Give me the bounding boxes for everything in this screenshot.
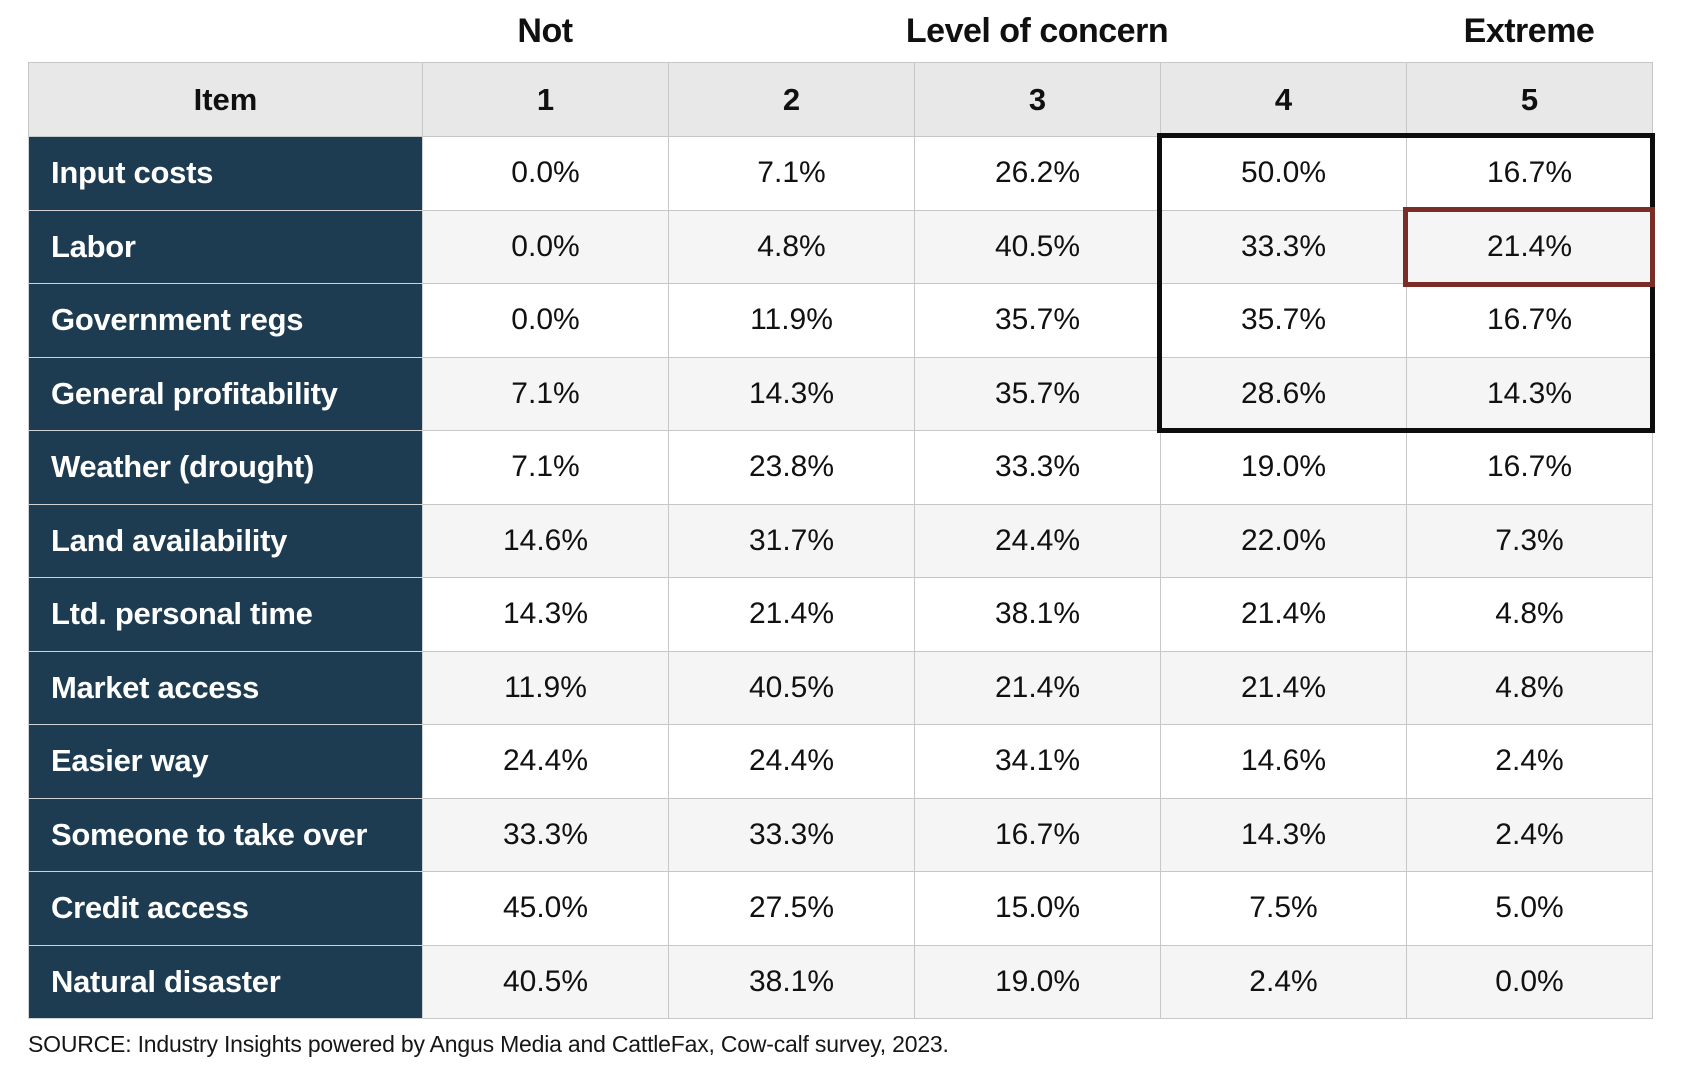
value-cell: 40.5% xyxy=(914,209,1161,284)
item-label: Ltd. personal time xyxy=(28,577,423,652)
column-header-2: 2 xyxy=(668,62,915,137)
value-cell: 34.1% xyxy=(914,724,1161,799)
value-cell: 2.4% xyxy=(1406,724,1653,799)
item-label: Credit access xyxy=(28,871,423,946)
value-cell: 0.0% xyxy=(422,136,669,211)
value-cell: 38.1% xyxy=(914,577,1161,652)
item-label: Natural disaster xyxy=(28,944,423,1019)
item-label: Land availability xyxy=(28,503,423,578)
column-header-4: 4 xyxy=(1160,62,1407,137)
item-label: Someone to take over xyxy=(28,797,423,872)
item-label: General profitability xyxy=(28,356,423,431)
value-cell: 40.5% xyxy=(668,650,915,725)
value-cell: 11.9% xyxy=(668,283,915,358)
item-label: Market access xyxy=(28,650,423,725)
table-row: Land availability 14.6% 31.7% 24.4% 22.0% 7.3… xyxy=(28,503,1653,578)
value-cell: 14.3% xyxy=(1406,356,1653,431)
table-row: Credit access 45.0% 27.5% 15.0% 7.5% 5.0% xyxy=(28,871,1653,946)
concern-table: Item 1 2 3 4 5 Input costs 0.0% 7.1% 26.2% 5… xyxy=(28,62,1653,1019)
value-cell: 33.3% xyxy=(1160,209,1407,284)
item-label: Government regs xyxy=(28,283,423,358)
table-row: Market access 11.9% 40.5% 21.4% 21.4% 4.8% xyxy=(28,650,1653,725)
value-cell: 22.0% xyxy=(1160,503,1407,578)
item-label: Weather (drought) xyxy=(28,430,423,505)
value-cell: 24.4% xyxy=(914,503,1161,578)
value-cell: 16.7% xyxy=(1406,430,1653,505)
value-cell: 26.2% xyxy=(914,136,1161,211)
value-cell: 21.4% xyxy=(1406,209,1653,284)
value-cell: 21.4% xyxy=(914,650,1161,725)
value-cell: 7.1% xyxy=(668,136,915,211)
value-cell: 24.4% xyxy=(668,724,915,799)
table-row: General profitability 7.1% 14.3% 35.7% 28.6%… xyxy=(28,356,1653,431)
scale-label-level-of-concern: Level of concern xyxy=(905,11,1169,50)
value-cell: 16.7% xyxy=(914,797,1161,872)
value-cell: 14.6% xyxy=(1160,724,1407,799)
table-row: Government regs 0.0% 11.9% 35.7% 35.7% 16.7% xyxy=(28,283,1653,358)
column-header-1: 1 xyxy=(422,62,669,137)
value-cell: 7.1% xyxy=(422,356,669,431)
value-cell: 21.4% xyxy=(1160,650,1407,725)
item-label: Easier way xyxy=(28,724,423,799)
value-cell: 0.0% xyxy=(1406,944,1653,1019)
value-cell: 23.8% xyxy=(668,430,915,505)
value-cell: 4.8% xyxy=(1406,577,1653,652)
value-cell: 14.6% xyxy=(422,503,669,578)
value-cell: 21.4% xyxy=(1160,577,1407,652)
value-cell: 24.4% xyxy=(422,724,669,799)
source-note: SOURCE: Industry Insights powered by Ang… xyxy=(28,1031,949,1057)
value-cell: 50.0% xyxy=(1160,136,1407,211)
table-row: Someone to take over 33.3% 33.3% 16.7% 14.3%… xyxy=(28,797,1653,872)
table-row: Weather (drought) 7.1% 23.8% 33.3% 19.0% 16.7… xyxy=(28,430,1653,505)
value-cell: 2.4% xyxy=(1160,944,1407,1019)
value-cell: 2.4% xyxy=(1406,797,1653,872)
value-cell: 16.7% xyxy=(1406,283,1653,358)
value-cell: 5.0% xyxy=(1406,871,1653,946)
table-row: Labor 0.0% 4.8% 40.5% 33.3% 21.4% xyxy=(28,209,1653,284)
column-header-3: 3 xyxy=(914,62,1161,137)
value-cell: 14.3% xyxy=(422,577,669,652)
value-cell: 33.3% xyxy=(914,430,1161,505)
table-row: Natural disaster 40.5% 38.1% 19.0% 2.4% 0.0% xyxy=(28,944,1653,1019)
value-cell: 14.3% xyxy=(668,356,915,431)
value-cell: 19.0% xyxy=(914,944,1161,1019)
value-cell: 35.7% xyxy=(914,283,1161,358)
scale-label-extreme: Extreme xyxy=(1463,11,1595,50)
value-cell: 35.7% xyxy=(1160,283,1407,358)
table-row: Ltd. personal time 14.3% 21.4% 38.1% 21.4% 4.… xyxy=(28,577,1653,652)
value-cell: 35.7% xyxy=(914,356,1161,431)
table-row: Easier way 24.4% 24.4% 34.1% 14.6% 2.4% xyxy=(28,724,1653,799)
value-cell: 31.7% xyxy=(668,503,915,578)
header-row: Item 1 2 3 4 5 xyxy=(28,62,1653,137)
value-cell: 0.0% xyxy=(422,209,669,284)
value-cell: 45.0% xyxy=(422,871,669,946)
table-row: Input costs 0.0% 7.1% 26.2% 50.0% 16.7% xyxy=(28,136,1653,211)
value-cell: 16.7% xyxy=(1406,136,1653,211)
column-header-5: 5 xyxy=(1406,62,1653,137)
scale-label-not: Not xyxy=(517,11,573,50)
item-label: Input costs xyxy=(28,136,423,211)
table-body: Input costs 0.0% 7.1% 26.2% 50.0% 16.7% Labor 0… xyxy=(28,136,1653,1019)
value-cell: 27.5% xyxy=(668,871,915,946)
value-cell: 21.4% xyxy=(668,577,915,652)
scale-labels: Not Level of concern Extreme xyxy=(28,0,1652,62)
value-cell: 33.3% xyxy=(668,797,915,872)
value-cell: 4.8% xyxy=(668,209,915,284)
value-cell: 38.1% xyxy=(668,944,915,1019)
value-cell: 14.3% xyxy=(1160,797,1407,872)
value-cell: 7.1% xyxy=(422,430,669,505)
value-cell: 4.8% xyxy=(1406,650,1653,725)
value-cell: 11.9% xyxy=(422,650,669,725)
value-cell: 40.5% xyxy=(422,944,669,1019)
column-header-item: Item xyxy=(28,62,423,137)
value-cell: 7.3% xyxy=(1406,503,1653,578)
value-cell: 28.6% xyxy=(1160,356,1407,431)
value-cell: 33.3% xyxy=(422,797,669,872)
value-cell: 19.0% xyxy=(1160,430,1407,505)
value-cell: 0.0% xyxy=(422,283,669,358)
value-cell: 15.0% xyxy=(914,871,1161,946)
value-cell: 7.5% xyxy=(1160,871,1407,946)
item-label: Labor xyxy=(28,209,423,284)
